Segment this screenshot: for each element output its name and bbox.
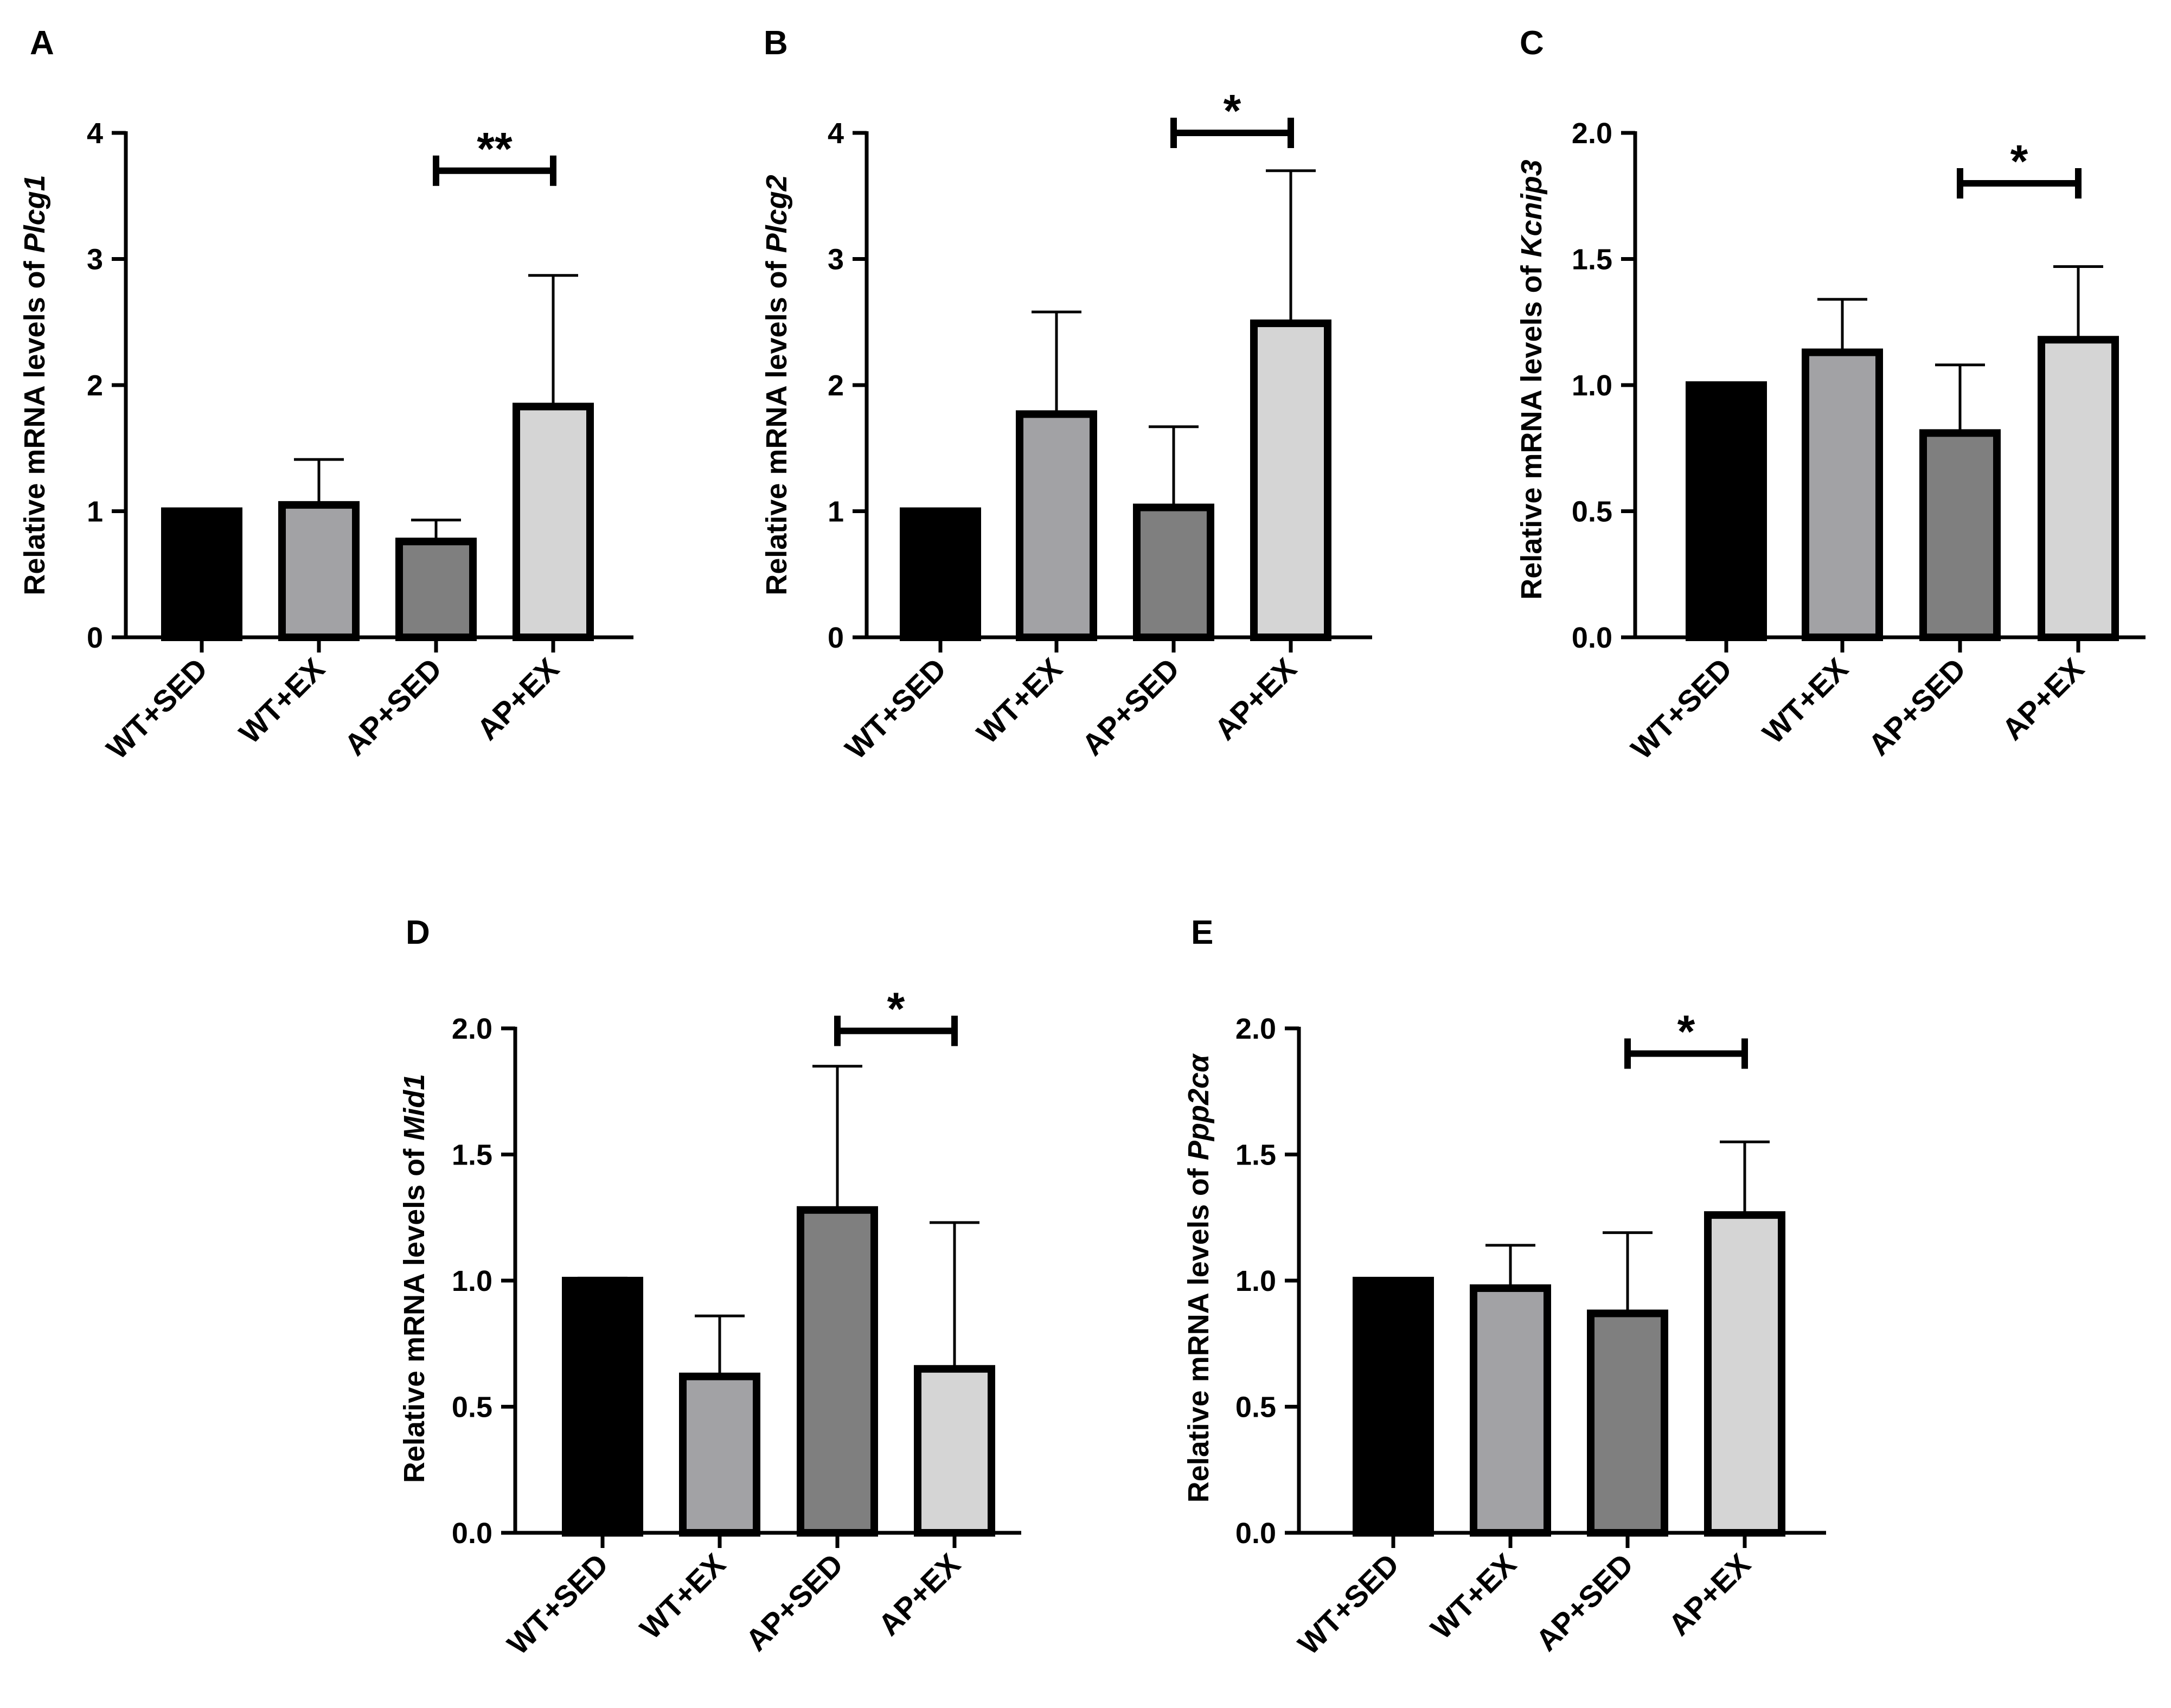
panel-c-bar-2 bbox=[1802, 348, 1883, 641]
panel-e-bar-3 bbox=[1587, 1309, 1668, 1537]
panel-b-y-tick-label: 2 bbox=[828, 369, 844, 402]
panel-a-bar-1 bbox=[161, 507, 242, 641]
panel-d-sig-label: * bbox=[887, 983, 905, 1034]
panel-c-bar-1 bbox=[1686, 381, 1767, 641]
panel-b-bar-2 bbox=[1016, 410, 1097, 641]
panel-d-y-tick-label: 2.0 bbox=[452, 1013, 492, 1045]
panel-e-y-tick-label: 1.5 bbox=[1235, 1139, 1276, 1172]
panel-b-y-tick-label: 3 bbox=[828, 244, 844, 276]
panel-c-y-tick-label: 2.0 bbox=[1572, 117, 1612, 150]
panel-d-y-axis-title-gene: Mid1 bbox=[398, 1074, 431, 1141]
panel-e-sig-label: * bbox=[1677, 1006, 1695, 1057]
panel-a-y-axis-title: Relative mRNA levels of Plcg1 bbox=[18, 175, 51, 595]
panel-b-y-tick-label: 1 bbox=[828, 496, 844, 528]
panel-d-y-tick-label: 0.5 bbox=[452, 1391, 492, 1424]
panel-e-letter: E bbox=[1191, 914, 1213, 951]
panel-a-y-tick-label: 2 bbox=[87, 369, 103, 402]
panel-d-letter: D bbox=[406, 914, 430, 951]
panel-c-y-tick-label: 0.5 bbox=[1572, 496, 1612, 528]
panel-b-y-axis-title-gene: Plcg2 bbox=[760, 175, 793, 253]
panel-e-y-axis-title-gene: Ppp2cα bbox=[1182, 1053, 1215, 1160]
panel-b-sig-label: * bbox=[1224, 85, 1241, 136]
panel-a-letter: A bbox=[30, 24, 54, 62]
panel-a-sig-label: ** bbox=[477, 123, 513, 174]
panel-c-bar-4 bbox=[2038, 336, 2119, 641]
panel-e-bar-2 bbox=[1470, 1284, 1551, 1537]
panel-b-bar-3 bbox=[1133, 503, 1214, 642]
panel-a-y-tick-label: 0 bbox=[87, 622, 103, 654]
panel-e-y-tick-label: 1.0 bbox=[1235, 1265, 1276, 1297]
panel-d-y-axis-title: Relative mRNA levels of Mid1 bbox=[398, 1074, 431, 1483]
panel-d-bar-2 bbox=[679, 1372, 760, 1537]
panel-a-y-tick-label: 1 bbox=[87, 496, 103, 528]
panel-b-y-tick-label: 0 bbox=[828, 622, 844, 654]
panel-c-y-axis-title-prefix: Relative mRNA levels of bbox=[1515, 257, 1548, 599]
panel-a-bar-2 bbox=[278, 501, 360, 641]
panel-c-letter: C bbox=[1520, 24, 1544, 62]
panel-c-sig-label: * bbox=[2010, 136, 2028, 187]
panel-b-bar-1 bbox=[900, 507, 981, 641]
panel-e-y-axis-title-prefix: Relative mRNA levels of bbox=[1182, 1160, 1215, 1502]
panel-e: E0.00.51.01.52.0WT+SED WT+EX AP+SED AP+EXRe… bbox=[1182, 914, 1826, 1661]
panel-b-y-axis-title: Relative mRNA levels of Plcg2 bbox=[760, 175, 793, 595]
panel-d-bar-4 bbox=[914, 1365, 995, 1537]
panel-e-y-tick-label: 0.5 bbox=[1235, 1391, 1276, 1424]
panel-e-y-tick-label: 0.0 bbox=[1235, 1517, 1276, 1550]
panel-d-y-tick-label: 1.5 bbox=[452, 1139, 492, 1172]
panel-b-y-tick-label: 4 bbox=[828, 117, 844, 150]
panel-d-y-tick-label: 0.0 bbox=[452, 1517, 492, 1550]
panel-a-y-axis-title-prefix: Relative mRNA levels of bbox=[18, 253, 51, 595]
panel-c-y-axis-title: Relative mRNA levels of Kcnip3 bbox=[1515, 159, 1548, 599]
panel-d-bar-1 bbox=[562, 1277, 643, 1537]
panel-d-y-axis-title-prefix: Relative mRNA levels of bbox=[398, 1141, 431, 1483]
panel-a-bar-4 bbox=[513, 402, 594, 642]
panel-c-y-tick-label: 1.0 bbox=[1572, 369, 1612, 402]
panel-c-y-axis-title-gene: Kcnip3 bbox=[1515, 159, 1548, 257]
panel-d-y-tick-label: 1.0 bbox=[452, 1265, 492, 1297]
panel-e-y-tick-label: 2.0 bbox=[1235, 1013, 1276, 1045]
panel-e-bar-4 bbox=[1704, 1211, 1785, 1537]
panel-a-y-tick-label: 3 bbox=[87, 244, 103, 276]
panel-b-bar-4 bbox=[1250, 319, 1331, 641]
panel-b-y-axis-title-prefix: Relative mRNA levels of bbox=[760, 253, 793, 595]
panel-c-bar-3 bbox=[1919, 429, 2001, 641]
panel-a-y-tick-label: 4 bbox=[87, 117, 103, 150]
panel-b-letter: B bbox=[764, 24, 788, 62]
panel-a-bar-3 bbox=[395, 538, 477, 641]
panel-d-bar-3 bbox=[797, 1206, 878, 1537]
panel-c-y-tick-label: 0.0 bbox=[1572, 622, 1612, 654]
panel-c-y-tick-label: 1.5 bbox=[1572, 244, 1612, 276]
panel-a-y-axis-title-gene: Plcg1 bbox=[18, 175, 51, 253]
panel-e-y-axis-title: Relative mRNA levels of Ppp2cα bbox=[1182, 1053, 1215, 1502]
panel-e-bar-1 bbox=[1353, 1277, 1434, 1537]
